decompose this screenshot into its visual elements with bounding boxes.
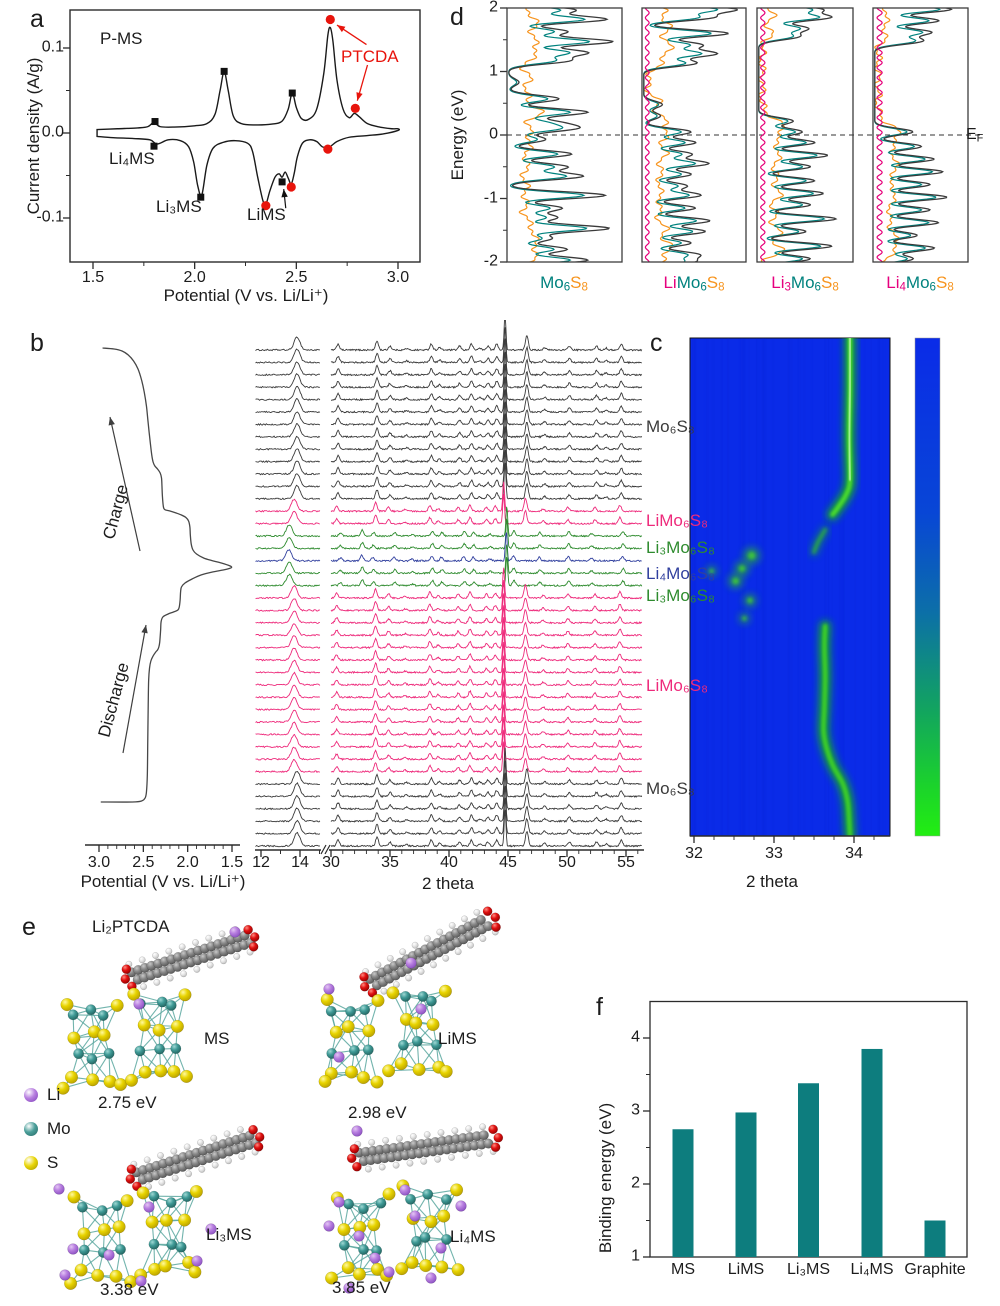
xrd-xlabel: 2 theta bbox=[422, 874, 474, 894]
dos-y-tick: 0 bbox=[489, 125, 498, 143]
cv-x-tick: 2.5 bbox=[285, 269, 308, 286]
bar-chart-svg bbox=[643, 1000, 968, 1258]
binding-energy-ms: 2.75 eV bbox=[98, 1093, 157, 1112]
dos-y-tick: 2 bbox=[489, 0, 498, 16]
heatmap-svg bbox=[689, 337, 941, 843]
legend-item-li: Li bbox=[24, 1086, 60, 1104]
bar-category-label: LiMS bbox=[727, 1261, 765, 1278]
panel-letter-d: d bbox=[450, 3, 464, 31]
dos-ylabel: Energy (eV) bbox=[448, 89, 468, 181]
atom-color-swatch bbox=[24, 1156, 38, 1170]
dos-y-tick: 1 bbox=[489, 62, 498, 80]
cv-plot-svg bbox=[63, 9, 421, 269]
atom-color-swatch bbox=[24, 1122, 38, 1136]
legend-item-mo: Mo bbox=[24, 1120, 71, 1138]
cv-x-tick: 1.5 bbox=[81, 269, 105, 286]
legend-item-s: S bbox=[24, 1154, 58, 1172]
panel-letter-b: b bbox=[30, 329, 44, 357]
voltage-x-tick: 3.0 bbox=[87, 854, 111, 871]
xrd-phase-label: Li₄Mo₆S₈ bbox=[646, 564, 716, 583]
bar-category-label: Li₄MS bbox=[850, 1261, 894, 1278]
heatmap-x-tick: 34 bbox=[845, 845, 863, 862]
xrd-phase-label: LiMo₆S₈ bbox=[646, 676, 709, 695]
ptcda-label: PTCDA bbox=[341, 47, 399, 66]
panel-letter-a: a bbox=[30, 5, 44, 33]
voltage-x-tick: 2.5 bbox=[132, 854, 155, 871]
cv-y-tick: -0.1 bbox=[36, 208, 64, 226]
dos-y-tick: -2 bbox=[483, 252, 498, 270]
panel-letter-e: e bbox=[22, 913, 36, 941]
bar-category-label: Graphite bbox=[904, 1261, 966, 1278]
heatmap-xlabel: 2 theta bbox=[746, 872, 798, 892]
fermi-level-label: EF bbox=[966, 126, 984, 145]
xrd-phase-label: Li₃Mo₆S₈ bbox=[646, 586, 716, 605]
panel-letter-c: c bbox=[650, 329, 663, 357]
bar-y-tick: 1 bbox=[631, 1247, 640, 1265]
dos-plot-svg bbox=[500, 7, 980, 263]
lims-label: LiMS bbox=[247, 205, 286, 224]
panel-letter-f: f bbox=[596, 993, 603, 1021]
voltage-xlabel: Potential (V vs. Li/Li⁺) bbox=[80, 872, 246, 892]
structure-name-lims: LiMS bbox=[438, 1029, 477, 1048]
li3ms-label: Li₃MS bbox=[156, 197, 202, 216]
structure-name-li3ms: Li₃MS bbox=[206, 1225, 252, 1244]
xrd-phase-label: LiMo₆S₈ bbox=[646, 511, 709, 530]
dos-label-li4mo6s8: Li4Mo6S8 bbox=[886, 273, 954, 294]
cv-x-tick: 3.0 bbox=[386, 269, 410, 286]
xrd-x-tick: 55 bbox=[617, 854, 635, 871]
xrd-x-tick: 45 bbox=[499, 854, 517, 871]
cv-y-tick: 0.1 bbox=[41, 38, 64, 56]
xrd-phase-label: Mo₆S₈ bbox=[646, 779, 695, 798]
heatmap-x-tick: 32 bbox=[685, 845, 703, 862]
structures-svg bbox=[53, 906, 504, 1294]
structure-name-ms: MS bbox=[204, 1029, 230, 1048]
atom-color-swatch bbox=[24, 1088, 38, 1102]
molecule-label: Li₂PTCDA bbox=[92, 917, 170, 936]
bar-category-label: MS bbox=[671, 1261, 695, 1278]
bar-ylabel: Binding energy (eV) bbox=[596, 1102, 616, 1254]
xrd-x-tick: 30 bbox=[322, 854, 340, 871]
cv-ylabel: Current density (A/g) bbox=[24, 57, 44, 215]
xrd-x-tick: 14 bbox=[291, 854, 309, 871]
cv-x-tick: 2.0 bbox=[183, 269, 206, 286]
xrd-x-tick: 12 bbox=[252, 854, 270, 871]
dos-label-limo6s8: LiMo6S8 bbox=[663, 273, 725, 294]
xrd-x-tick: 40 bbox=[440, 854, 458, 871]
binding-energy-li3ms: 3.38 eV bbox=[100, 1280, 159, 1299]
binding-energy-lims: 2.98 eV bbox=[348, 1103, 407, 1122]
cv-y-tick: 0.0 bbox=[41, 123, 64, 141]
structure-name-li4ms: Li₄MS bbox=[450, 1227, 496, 1246]
dos-label-li3mo6s8: Li3Mo6S8 bbox=[771, 273, 839, 294]
voltage-x-tick: 1.5 bbox=[220, 854, 244, 871]
xrd-x-tick: 35 bbox=[381, 854, 399, 871]
sample-label: P-MS bbox=[100, 29, 143, 48]
voltage-x-tick: 2.0 bbox=[176, 854, 199, 871]
li4ms-label: Li₄MS bbox=[109, 149, 155, 168]
bar-y-tick: 4 bbox=[631, 1028, 640, 1046]
xrd-waterfall-svg bbox=[85, 320, 644, 857]
cv-xlabel: Potential (V vs. Li/Li⁺) bbox=[163, 286, 329, 306]
xrd-phase-label: Li₃Mo₆S₈ bbox=[646, 538, 716, 557]
xrd-phase-label: Mo₆S₈ bbox=[646, 417, 695, 436]
bar-y-tick: 3 bbox=[631, 1101, 640, 1119]
heatmap-x-tick: 33 bbox=[765, 845, 783, 862]
xrd-x-tick: 50 bbox=[558, 854, 576, 871]
bar-category-label: Li₃MS bbox=[787, 1261, 830, 1278]
dos-y-tick: -1 bbox=[483, 189, 498, 207]
bar-y-tick: 2 bbox=[631, 1174, 640, 1192]
dos-label-mo6s8: Mo6S8 bbox=[540, 273, 588, 294]
binding-energy-li4ms: 3.85 eV bbox=[332, 1278, 391, 1297]
